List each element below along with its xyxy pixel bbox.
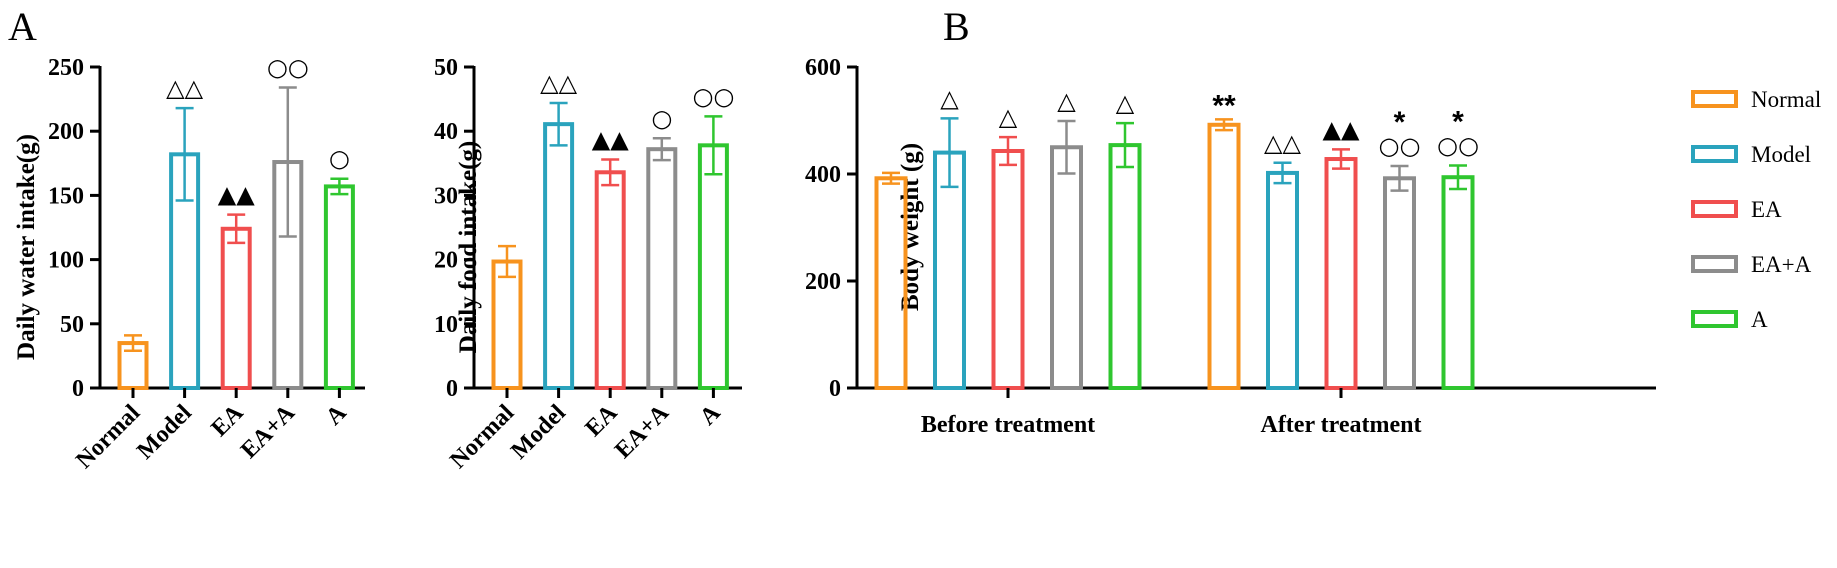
water-x-tick-label: A — [321, 399, 352, 430]
water-x-tick-label: Normal — [71, 400, 145, 474]
food-y-axis-title: Daily food intake(g) — [455, 141, 482, 354]
legend-label-ea-a: EA+A — [1751, 252, 1812, 277]
weight-significance-mark: △ — [1057, 87, 1076, 115]
water-ea-bar — [220, 226, 252, 390]
weight-y-tick-label: 600 — [805, 55, 841, 81]
legend-label-model: Model — [1751, 142, 1811, 167]
water-y-tick-label: 200 — [48, 119, 84, 145]
weight-significance-mark: △ — [999, 103, 1018, 131]
water-y-tick-label: 150 — [48, 183, 84, 209]
food-x-tick-label: EA+A — [610, 399, 674, 463]
food-ea-bar — [594, 170, 626, 390]
weight-significance-mark: ○○ — [1437, 131, 1479, 159]
water-significance-mark: ○ — [329, 145, 350, 173]
weight-before-ea-a-bar — [1050, 145, 1083, 390]
panel-letter-a: A — [8, 4, 37, 49]
water-x-tick-label: Model — [132, 400, 197, 465]
food-significance-mark: ○○ — [692, 82, 734, 110]
weight-significance-mark: ** — [1212, 89, 1236, 122]
weight-significance-mark: △△ — [1264, 129, 1301, 157]
food-y-tick-label: 10 — [434, 312, 458, 338]
weight-after-ea-bar — [1324, 157, 1358, 390]
water-y-tick-label: 100 — [48, 248, 84, 274]
food-x-tick-label: A — [695, 399, 726, 430]
weight-significance-mark: ○○ — [1379, 132, 1421, 160]
legend-swatch-normal — [1691, 90, 1738, 108]
water-x-tick-label: EA — [206, 399, 248, 441]
food-normal-bar — [491, 259, 523, 390]
food-y-tick-label: 50 — [434, 55, 458, 81]
legend-swatch-ea-a — [1691, 255, 1738, 273]
water-intake-chart: Daily water intake(g) 0 50 100 150 200 250 Nor… — [13, 54, 365, 474]
weight-after-ea-a-bar — [1383, 176, 1416, 390]
legend-swatch-a — [1691, 310, 1738, 328]
weight-significance-mark: ▲▲ — [1323, 115, 1360, 143]
legend-label-normal: Normal — [1751, 87, 1821, 112]
legend-swatch-model — [1691, 145, 1738, 163]
weight-before-a-bar — [1108, 143, 1142, 390]
weight-significance-mark: * — [1394, 106, 1406, 139]
water-y-tick-label: 0 — [72, 376, 84, 402]
food-y-tick-label: 30 — [434, 183, 458, 209]
weight-y-tick-label: 400 — [805, 162, 841, 188]
water-x-tick-label: EA+A — [236, 399, 300, 463]
food-significance-mark: ▲▲ — [592, 125, 629, 153]
panel-letter-b: B — [943, 4, 970, 49]
food-a-bar — [697, 143, 729, 390]
food-intake-chart: Daily food intake(g) 0 10 20 30 40 50 NormalMo… — [434, 55, 742, 474]
weight-after-normal-bar — [1207, 122, 1241, 390]
food-model-bar — [543, 122, 575, 390]
food-ea-a-bar — [646, 147, 678, 390]
water-y-axis-title: Daily water intake(g) — [13, 134, 40, 360]
water-y-tick-label: 50 — [60, 312, 84, 338]
water-significance-mark: ▲▲ — [218, 181, 255, 209]
legend: Normal Model EA EA+A A — [1691, 87, 1821, 332]
food-x-tick-label: Model — [506, 400, 571, 465]
water-a-bar — [323, 184, 355, 390]
water-significance-mark: ○○ — [267, 54, 309, 82]
food-y-tick-label: 20 — [434, 248, 458, 274]
weight-y-tick-label: 200 — [805, 269, 841, 295]
food-y-tick-label: 40 — [434, 119, 458, 145]
weight-after-a-bar — [1441, 175, 1475, 390]
water-significance-mark: △△ — [166, 74, 203, 102]
weight-significance-mark: * — [1452, 105, 1464, 138]
food-y-tick-label: 0 — [446, 376, 458, 402]
weight-y-tick-label: 0 — [829, 376, 841, 402]
food-x-tick-label: EA — [580, 399, 622, 441]
legend-label-a: A — [1751, 307, 1768, 332]
weight-significance-mark: △ — [1116, 89, 1135, 117]
weight-y-axis-title: Body weight (g) — [897, 143, 924, 311]
legend-label-ea: EA — [1751, 197, 1782, 222]
weight-after-model-bar — [1266, 170, 1299, 390]
water-y-tick-label: 250 — [48, 55, 84, 81]
weight-group-label: After treatment — [1260, 412, 1421, 438]
weight-group-label: Before treatment — [921, 412, 1095, 438]
weight-significance-mark: △ — [940, 84, 959, 112]
food-significance-mark: △△ — [540, 69, 577, 97]
food-x-tick-label: Normal — [445, 400, 519, 474]
food-significance-mark: ○ — [651, 104, 672, 132]
legend-swatch-ea — [1691, 200, 1738, 218]
weight-before-ea-bar — [991, 148, 1025, 390]
